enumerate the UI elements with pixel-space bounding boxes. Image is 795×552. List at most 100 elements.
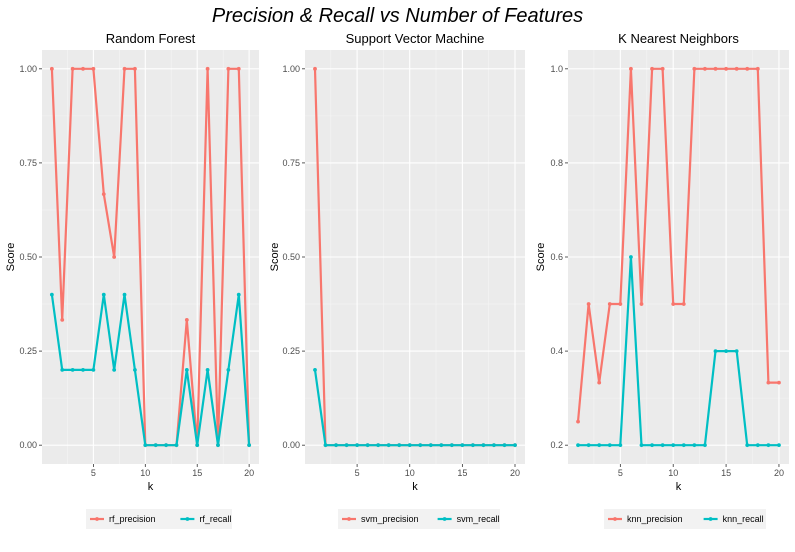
legend-label-svm_recall: svm_recall bbox=[457, 514, 500, 524]
y-tick-label: 0.6 bbox=[550, 252, 563, 262]
panel-title: Support Vector Machine bbox=[346, 31, 485, 46]
data-point-knn_recall bbox=[745, 443, 750, 448]
data-point-rf_precision bbox=[226, 66, 231, 71]
data-point-knn_recall bbox=[660, 443, 665, 448]
data-point-knn_recall bbox=[607, 443, 612, 448]
panel-title: K Nearest Neighbors bbox=[618, 31, 739, 46]
data-point-knn_recall bbox=[777, 443, 781, 448]
y-tick-label: 0.25 bbox=[19, 346, 37, 356]
data-point-svm_precision bbox=[313, 66, 317, 71]
data-point-rf_recall bbox=[70, 368, 75, 372]
data-point-knn_precision bbox=[766, 380, 771, 385]
data-point-rf_precision bbox=[70, 66, 75, 71]
data-point-svm_recall bbox=[418, 443, 423, 448]
data-point-knn_precision bbox=[597, 380, 602, 385]
data-point-knn_precision bbox=[660, 66, 665, 71]
data-point-knn_recall bbox=[650, 443, 654, 448]
data-point-knn_precision bbox=[618, 302, 623, 306]
data-point-knn_recall bbox=[724, 349, 728, 353]
data-point-rf_recall bbox=[49, 292, 54, 297]
data-point-knn_precision bbox=[576, 419, 580, 424]
data-point-svm_recall bbox=[323, 443, 328, 448]
data-point-rf_recall bbox=[184, 368, 189, 372]
y-tick-label: 0.00 bbox=[282, 440, 300, 450]
data-point-rf_recall bbox=[247, 443, 252, 448]
data-point-knn_recall bbox=[703, 443, 707, 448]
data-point-knn_recall bbox=[681, 443, 686, 448]
data-point-rf_recall bbox=[205, 368, 210, 372]
legend-background bbox=[86, 509, 232, 529]
data-point-rf_recall bbox=[143, 443, 148, 448]
data-point-knn_precision bbox=[713, 66, 718, 71]
data-point-knn_precision bbox=[734, 66, 739, 71]
data-point-svm_recall bbox=[365, 443, 370, 448]
y-axis-title: Score bbox=[535, 243, 547, 272]
data-point-svm_recall bbox=[428, 443, 433, 448]
legend-key-point-rf_recall bbox=[185, 517, 190, 521]
y-tick-label: 0.75 bbox=[19, 158, 37, 168]
data-point-rf_precision bbox=[60, 317, 65, 322]
legend: svm_precision svm_recall bbox=[338, 509, 500, 529]
data-point-rf_recall bbox=[174, 443, 179, 448]
legend-key-point-rf_precision bbox=[95, 517, 99, 521]
x-tick-label: 10 bbox=[668, 468, 678, 478]
x-tick-label: 20 bbox=[510, 468, 520, 478]
legend-key-point-knn_recall bbox=[708, 517, 713, 521]
x-axis-title: k bbox=[412, 481, 418, 493]
data-point-knn_recall bbox=[618, 443, 623, 448]
legend-background bbox=[604, 509, 766, 529]
data-point-rf_precision bbox=[205, 66, 210, 71]
data-point-rf_precision bbox=[101, 192, 106, 197]
data-point-rf_recall bbox=[60, 368, 65, 372]
data-point-rf_recall bbox=[101, 292, 106, 297]
legend: knn_precision knn_recall bbox=[604, 509, 766, 529]
x-tick-label: 10 bbox=[405, 468, 415, 478]
x-axis-title: k bbox=[148, 481, 154, 493]
data-point-knn_precision bbox=[671, 302, 676, 306]
data-point-rf_recall bbox=[91, 368, 96, 372]
data-point-rf_recall bbox=[195, 443, 200, 448]
data-point-rf_recall bbox=[81, 368, 85, 372]
data-point-svm_recall bbox=[502, 443, 507, 448]
data-point-rf_recall bbox=[153, 443, 158, 448]
x-tick-label: 15 bbox=[721, 468, 731, 478]
data-point-knn_recall bbox=[639, 443, 644, 448]
chart-panel: 0.00 0.25 0.50 0.75 1.00 5 10 15 20 Random Forest… bbox=[5, 31, 259, 493]
y-tick-label: 0.8 bbox=[550, 158, 563, 168]
data-point-rf_precision bbox=[49, 66, 54, 71]
data-point-knn_precision bbox=[629, 66, 633, 71]
data-point-rf_precision bbox=[184, 317, 189, 322]
data-point-knn_recall bbox=[629, 255, 633, 259]
x-axis-title: k bbox=[676, 481, 682, 493]
data-point-svm_recall bbox=[439, 443, 444, 448]
data-point-knn_recall bbox=[586, 443, 591, 448]
x-tick-label: 5 bbox=[355, 468, 360, 478]
data-point-knn_precision bbox=[703, 66, 707, 71]
legend-label-rf_recall: rf_recall bbox=[199, 514, 231, 524]
data-point-rf_recall bbox=[236, 292, 241, 297]
data-point-knn_precision bbox=[777, 380, 781, 385]
data-point-rf_precision bbox=[122, 66, 127, 71]
data-point-svm_recall bbox=[355, 443, 360, 448]
data-point-svm_recall bbox=[449, 443, 454, 448]
y-tick-label: 0.50 bbox=[282, 252, 300, 262]
data-point-rf_precision bbox=[112, 255, 117, 259]
data-point-svm_recall bbox=[376, 443, 381, 448]
y-tick-label: 0.2 bbox=[550, 440, 563, 450]
data-point-knn_precision bbox=[650, 66, 654, 71]
x-tick-label: 5 bbox=[91, 468, 96, 478]
x-tick-label: 10 bbox=[140, 468, 150, 478]
data-point-knn_recall bbox=[597, 443, 602, 448]
x-tick-label: 20 bbox=[244, 468, 254, 478]
y-tick-label: 0.25 bbox=[282, 346, 300, 356]
legend-background bbox=[338, 509, 500, 529]
data-point-rf_recall bbox=[226, 368, 231, 372]
legend-key-point-svm_recall bbox=[442, 517, 447, 521]
data-point-knn_recall bbox=[766, 443, 771, 448]
legend-key-point-svm_precision bbox=[347, 517, 351, 521]
data-point-knn_recall bbox=[713, 349, 718, 353]
chart-panel: 0.00 0.25 0.50 0.75 1.00 5 10 15 20 Support Vecto… bbox=[269, 31, 525, 493]
data-point-svm_recall bbox=[313, 368, 317, 372]
data-point-rf_precision bbox=[133, 66, 137, 71]
y-tick-label: 0.75 bbox=[282, 158, 300, 168]
